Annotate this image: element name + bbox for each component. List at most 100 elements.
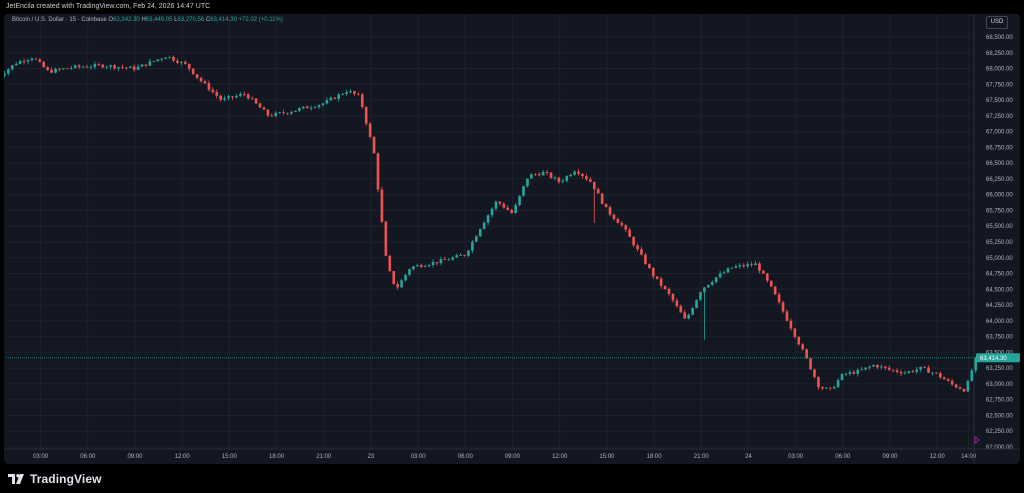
candle-body — [533, 174, 537, 176]
candle-body — [777, 294, 781, 303]
candle-body — [50, 69, 53, 73]
candle-body — [317, 104, 321, 108]
candle-body — [864, 367, 867, 370]
candle-body — [915, 369, 919, 372]
candle-body — [608, 207, 612, 215]
candle-body — [616, 218, 620, 224]
candle-body — [250, 98, 254, 100]
candle-body — [416, 265, 419, 267]
x-tick-label: 14:00 — [961, 454, 977, 460]
candle-body — [667, 288, 671, 294]
high-value: 63,449.05 — [145, 17, 173, 23]
candle-body — [781, 302, 785, 312]
low-label: L — [174, 17, 178, 23]
candle-body — [860, 369, 863, 371]
candle-body — [793, 328, 797, 337]
candle-body — [714, 277, 718, 283]
ohlc-legend: Bitcoin / U.S. Dollar · 15 · Coinbase O6… — [12, 17, 283, 23]
candle-body — [4, 73, 6, 76]
candle-body — [128, 66, 132, 68]
candle-body — [655, 276, 659, 279]
candle-body — [66, 68, 69, 70]
candle-body — [199, 77, 203, 82]
candle-body — [400, 280, 403, 288]
candle-body — [510, 209, 514, 213]
x-tick-label: 24 — [745, 454, 752, 460]
candle-body — [132, 66, 136, 70]
candle-body — [549, 172, 553, 178]
candle-body — [38, 59, 42, 62]
y-tick-label: 64,250.00 — [986, 303, 1013, 309]
candle-body — [541, 172, 545, 176]
y-tick-label: 67,750.00 — [986, 82, 1013, 88]
y-tick-label: 68,000.00 — [986, 67, 1013, 73]
candle-body — [455, 255, 458, 258]
y-tick-label: 65,000.00 — [986, 256, 1013, 262]
candle-body — [337, 94, 340, 99]
y-tick-label: 66,000.00 — [986, 193, 1013, 199]
candle-body — [585, 176, 588, 180]
candle-body — [34, 58, 38, 60]
candle-body — [239, 94, 242, 96]
candle-body — [935, 372, 938, 374]
candle-body — [789, 320, 793, 329]
candle-body — [801, 344, 805, 350]
candle-body — [97, 64, 101, 65]
candle-body — [125, 67, 128, 69]
candle-body — [341, 93, 344, 95]
candle-body — [215, 91, 219, 96]
candle-body — [392, 271, 396, 284]
x-tick-label: 15:00 — [599, 454, 615, 460]
candle-body — [176, 60, 179, 63]
candle-body — [376, 153, 380, 190]
x-tick-label: 23 — [368, 454, 375, 460]
candle-body — [565, 176, 569, 181]
candle-body — [640, 249, 643, 255]
candle-body — [695, 299, 698, 308]
x-tick-label: 03:00 — [788, 454, 804, 460]
y-tick-label: 66,250.00 — [986, 177, 1013, 183]
candle-body — [730, 267, 734, 269]
candle-body — [750, 264, 753, 266]
y-tick-label: 68,250.00 — [986, 51, 1013, 57]
x-tick-label: 18:00 — [269, 454, 285, 460]
candle-body — [891, 369, 895, 371]
change-value: +72.02 (+0.11%) — [238, 17, 283, 23]
candle-body — [545, 172, 549, 173]
x-tick-label: 12:00 — [175, 454, 191, 460]
candle-body — [235, 95, 238, 98]
candle-body — [54, 68, 57, 73]
candle-body — [506, 207, 510, 210]
candle-body — [659, 278, 663, 286]
candle-body — [553, 177, 557, 179]
candle-body — [651, 267, 655, 277]
caption-bar: JetEncila created with TradingView.com, … — [0, 0, 1024, 14]
chart-panel[interactable]: 68,500.00 68,250.00 68,000.00 67,750.00 67,5… — [4, 14, 1020, 464]
candle-body — [105, 66, 108, 68]
candle-body — [121, 67, 124, 68]
candle-body — [77, 65, 81, 67]
candle-body — [703, 287, 706, 293]
candle-body — [895, 370, 899, 372]
candle-body — [89, 67, 93, 68]
candle-body — [211, 89, 215, 92]
candle-body — [152, 60, 156, 62]
tradingview-logo-icon — [8, 474, 24, 484]
tradingview-logo[interactable]: TradingView — [8, 472, 102, 486]
y-tick-label: 62,750.00 — [986, 398, 1013, 404]
x-tick-label: 18:00 — [647, 454, 663, 460]
candle-body — [514, 204, 517, 213]
candlestick-chart[interactable]: 68,500.00 68,250.00 68,000.00 67,750.00 67,5… — [4, 14, 1020, 464]
candle-body — [883, 366, 887, 368]
candle-body — [73, 65, 77, 68]
candle-body — [18, 60, 22, 64]
candle-body — [93, 64, 97, 68]
candle-body — [907, 371, 911, 373]
candle-body — [242, 94, 246, 95]
alert-icon[interactable] — [974, 436, 980, 444]
currency-button[interactable]: USD — [986, 16, 1008, 29]
candle-body — [195, 74, 199, 78]
brand-name: TradingView — [30, 472, 102, 486]
candle-body — [164, 57, 167, 59]
close-value: 63,414.30 — [210, 17, 237, 23]
